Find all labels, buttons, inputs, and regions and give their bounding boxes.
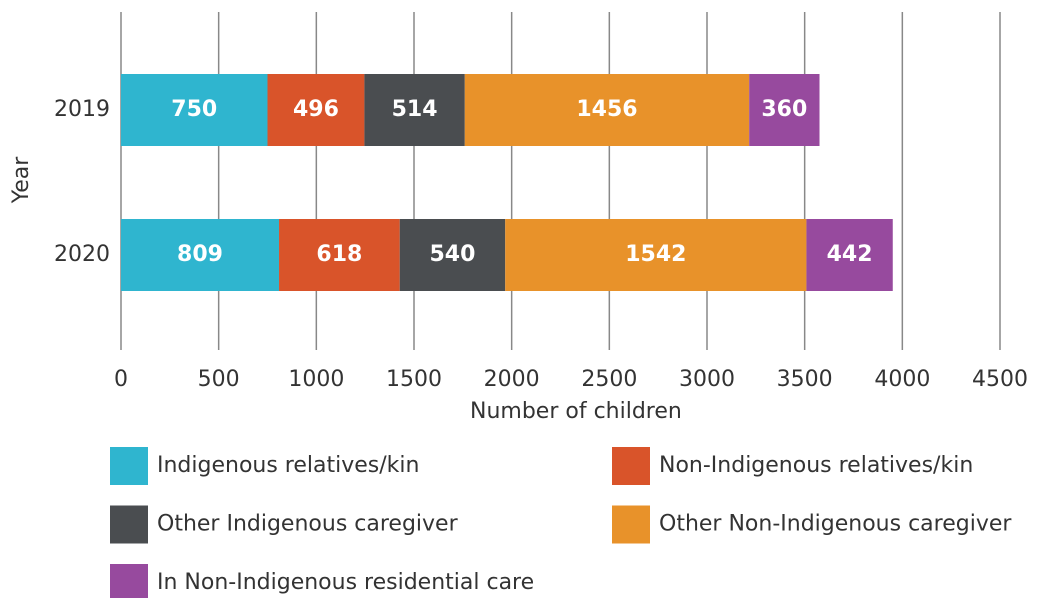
legend-label: Indigenous relatives/kin: [157, 453, 419, 478]
x-tick-label: 1000: [288, 367, 344, 392]
data-label: 514: [392, 97, 438, 122]
x-tick-label: 2500: [581, 367, 637, 392]
legend-label: Non-Indigenous relatives/kin: [659, 453, 973, 478]
bar-segment: [279, 219, 400, 291]
legend-label: Other Non-Indigenous caregiver: [659, 512, 1012, 537]
data-label: 1542: [625, 242, 686, 267]
legend-swatch: [612, 447, 650, 485]
data-label: 360: [761, 97, 807, 122]
bar-segment: [399, 219, 506, 291]
x-tick-label: 3000: [679, 367, 735, 392]
bar-segment: [749, 74, 820, 146]
x-tick-label: 3500: [777, 367, 833, 392]
bar-segment: [464, 74, 750, 146]
bar-segment: [121, 219, 280, 291]
bar-segment: [267, 74, 365, 146]
data-label: 442: [827, 242, 873, 267]
data-label: 618: [316, 242, 362, 267]
x-tick-label: 4500: [972, 367, 1028, 392]
x-tick-label: 1500: [386, 367, 442, 392]
y-tick-label: 2020: [54, 242, 110, 267]
x-tick-label: 500: [198, 367, 240, 392]
bar-segment: [806, 219, 893, 291]
legend-label: Other Indigenous caregiver: [157, 512, 459, 537]
bar-segment: [121, 74, 268, 146]
legend-swatch: [110, 505, 148, 544]
y-axis-label: Year: [9, 156, 34, 205]
data-label: 496: [293, 97, 339, 122]
x-tick-label: 0: [114, 367, 128, 392]
legend-swatch: [612, 505, 650, 544]
legend-swatch: [110, 564, 148, 598]
bar-segment: [364, 74, 465, 146]
x-axis-label: Number of children: [470, 399, 682, 424]
data-label: 1456: [576, 97, 637, 122]
data-label: 750: [171, 97, 217, 122]
legend-swatch: [110, 447, 148, 485]
data-label: 540: [430, 242, 476, 267]
data-label: 809: [177, 242, 223, 267]
y-tick-label: 2019: [54, 97, 110, 122]
bar-segment: [505, 219, 807, 291]
x-tick-label: 2000: [484, 367, 540, 392]
legend-label: In Non-Indigenous residential care: [157, 570, 534, 595]
x-tick-label: 4000: [874, 367, 930, 392]
